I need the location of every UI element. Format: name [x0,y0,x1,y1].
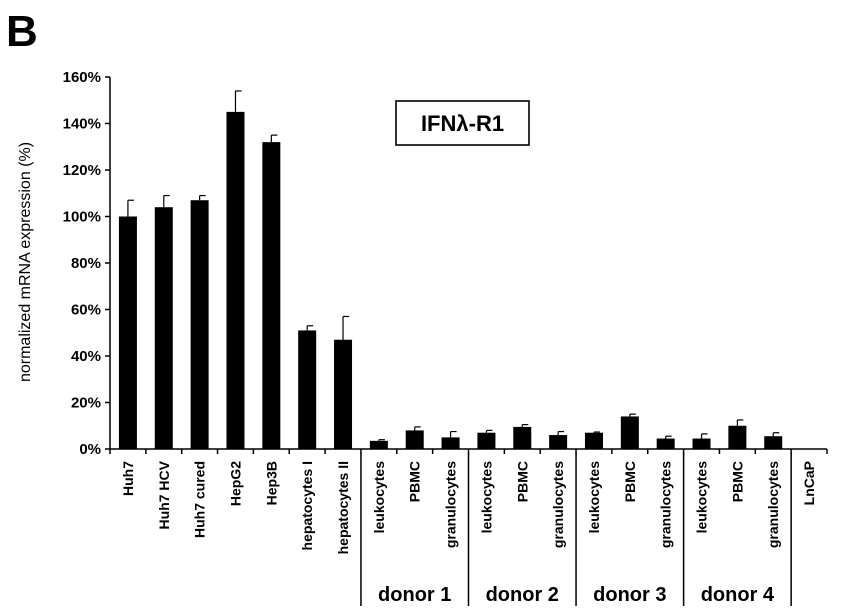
x-tick-label: PBMC [729,461,745,502]
y-tick-label: 140% [63,116,101,133]
x-tick-label: granulocytes [765,461,781,548]
panel-label: B [6,7,38,56]
bar [620,416,639,449]
bar [190,200,209,449]
x-tick-label: PBMC [622,461,638,502]
bar [298,330,317,449]
y-tick-label: 40% [71,348,101,365]
x-tick-label: granulocytes [658,461,674,548]
bar [262,142,281,449]
y-tick-label: 80% [71,255,101,272]
x-tick-label: HepG2 [227,461,243,506]
bar [477,432,496,449]
x-tick-label: Huh7 HCV [156,460,172,529]
y-tick-label: 120% [63,162,101,179]
x-tick-labels: Huh7 Huh7 HCV Huh7 cured HepG2 Hep3B hepatocy… [120,460,817,554]
bar [369,440,388,449]
x-tick-label: Huh7 cured [192,461,208,538]
bar [513,426,532,449]
chart-title-box: IFNλ-R1 [395,100,530,146]
bar [584,432,603,449]
x-tick-label: hepatocytes II [335,461,351,554]
group-label: donor 4 [701,584,775,606]
bar [692,438,711,449]
bar [226,111,245,449]
x-tick-label: leukocytes [694,461,710,534]
x-tick-label: PBMC [407,461,423,502]
bar [764,436,783,449]
x-tick-label: Hep3B [263,461,279,505]
bar [656,438,675,449]
y-tick-label: 20% [71,395,101,412]
bar [441,437,460,449]
x-tick-label: leukocytes [586,461,602,534]
y-tick-label: 160% [63,69,101,86]
x-tick-label: hepatocytes I [299,461,315,550]
y-tick-label: 60% [71,302,101,319]
group-label: donor 1 [378,584,451,606]
x-tick-label: PBMC [514,461,530,502]
donor-groups: donor 1 donor 2 donor 3 donor 4 [360,453,792,606]
group-label: donor 2 [486,584,559,606]
title-box-border [395,100,530,146]
y-tick-labels: 0% 20% 40% 60% 80% 100% 120% 140% 160% [63,69,101,458]
bar [334,339,353,449]
group-label: donor 3 [593,584,666,606]
y-tick-label: 0% [79,441,101,458]
bar [549,435,568,449]
x-tick-label: Huh7 [120,461,136,496]
x-tick-label: granulocytes [550,461,566,548]
error-bars [127,90,780,441]
bar [405,430,424,449]
bar [728,425,747,449]
bar [154,207,173,449]
x-tick-label: LnCaP [801,461,817,505]
y-tick-label: 100% [63,209,101,226]
x-tick-label: leukocytes [478,461,494,534]
y-axis-label: normalized mRNA expression (%) [17,142,34,382]
bars [118,111,783,449]
x-tick-label: leukocytes [371,461,387,534]
bar [118,216,137,449]
x-tick-label: granulocytes [443,461,459,548]
chart-title: IFNλ-R1 [421,111,504,136]
